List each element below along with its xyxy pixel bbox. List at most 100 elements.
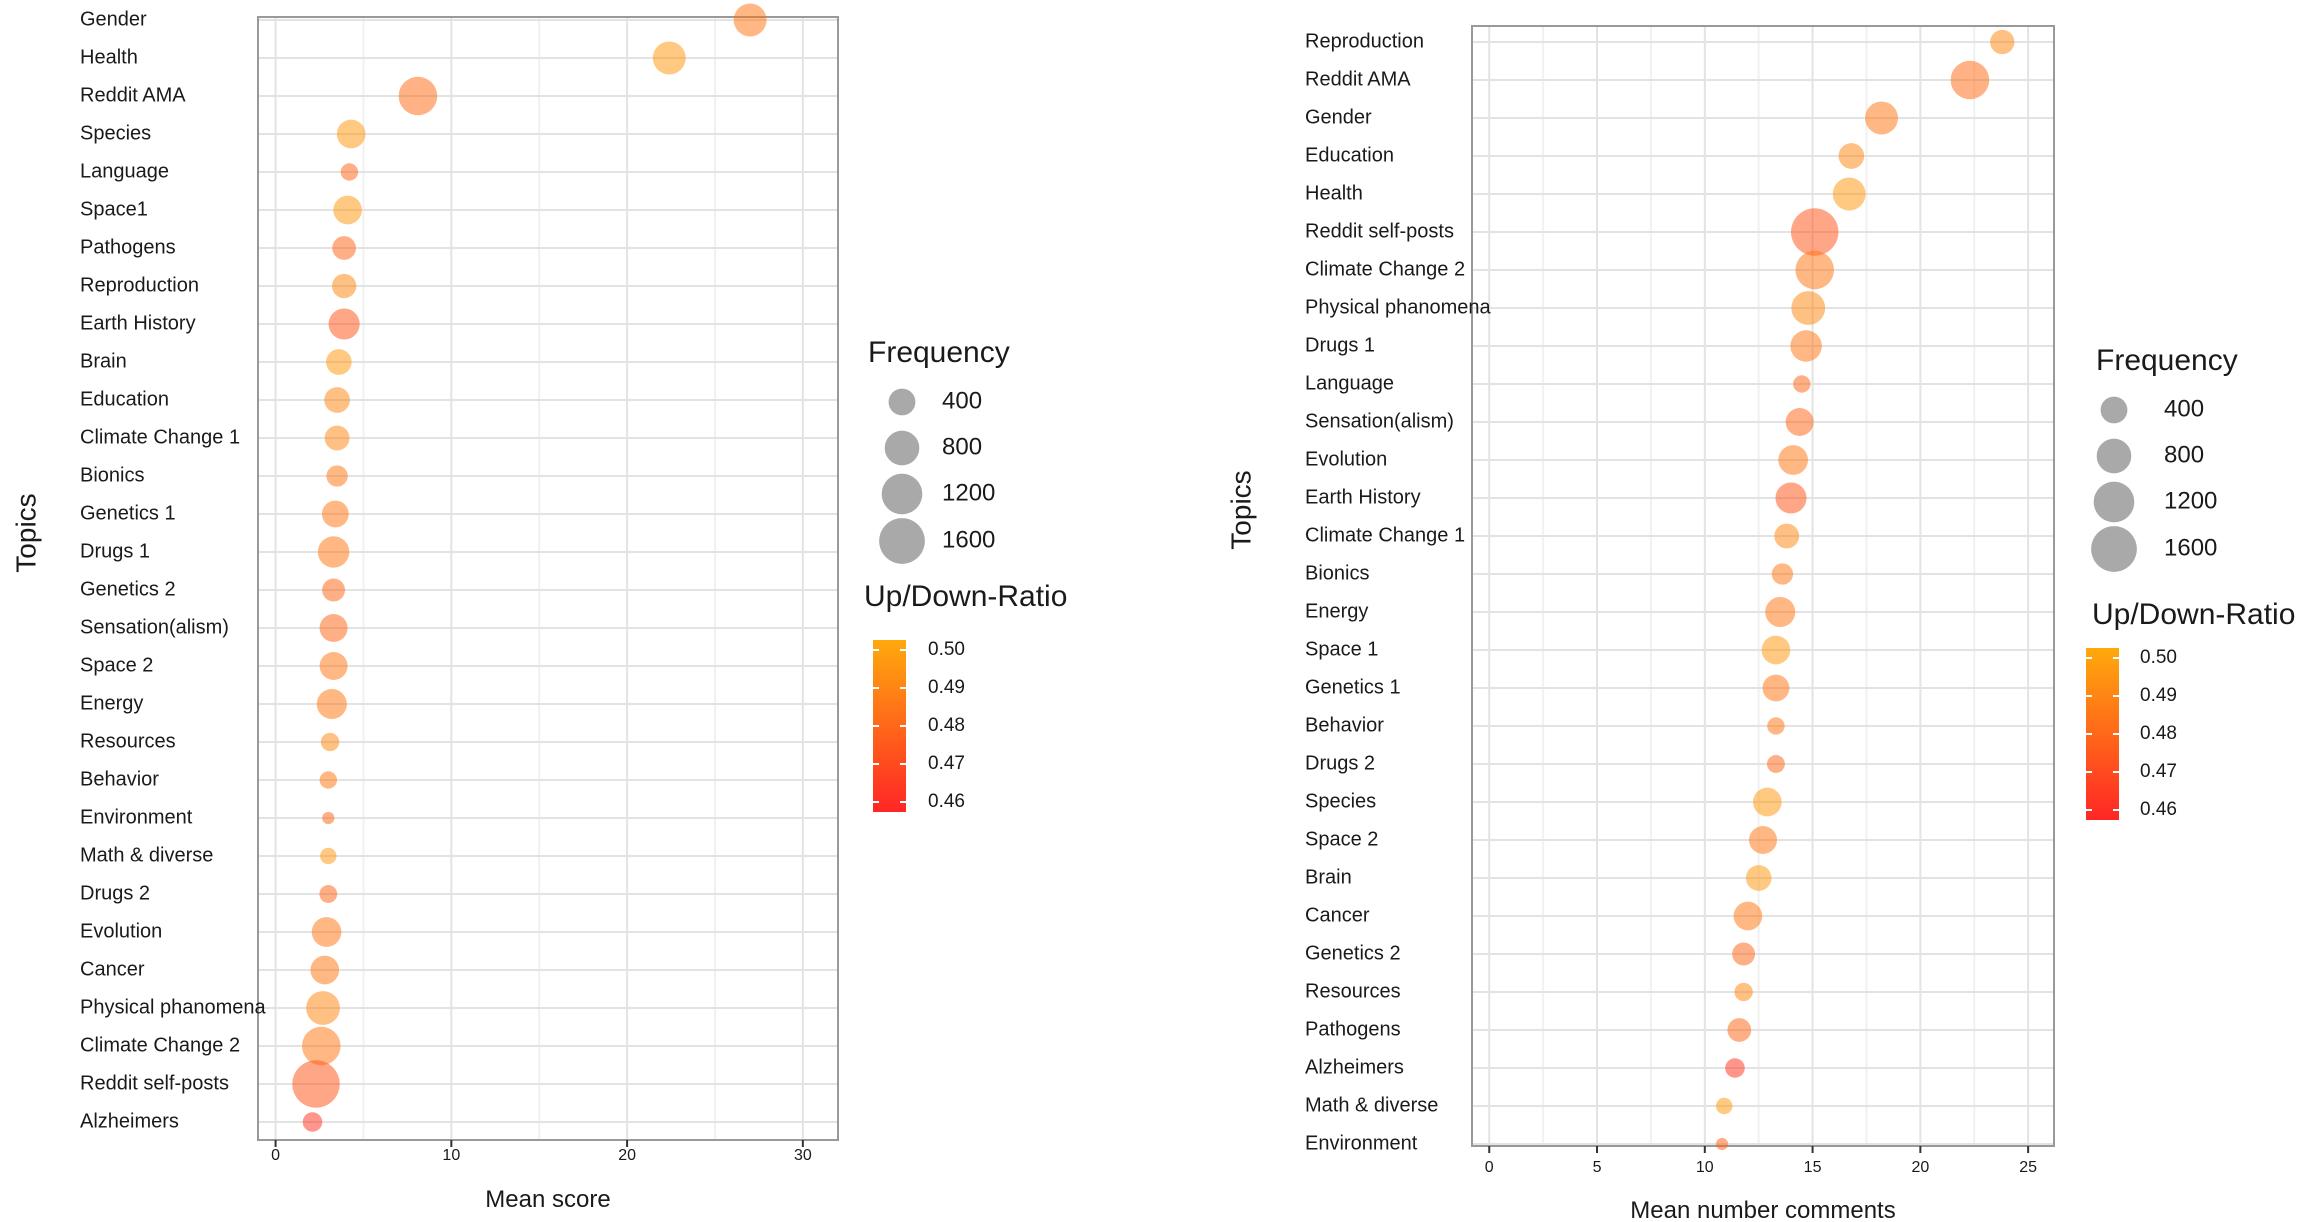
topic-label-reddit-self-posts: Reddit self-posts xyxy=(1305,220,1454,242)
data-point-gender xyxy=(1865,101,1899,135)
legend-colorbar-label: 0.49 xyxy=(928,677,965,698)
topic-label-resources: Resources xyxy=(80,730,176,752)
x-tick-label: 5 xyxy=(1593,1159,1602,1176)
topic-label-bionics: Bionics xyxy=(80,464,144,486)
plot-panel-border xyxy=(257,16,839,1141)
x-tick-label: 25 xyxy=(2019,1159,2037,1176)
x-tick-label: 20 xyxy=(1911,1159,1929,1176)
x-tick-label: 10 xyxy=(442,1147,460,1164)
legend-size-label: 800 xyxy=(942,433,982,460)
topic-label-drugs-2: Drugs 2 xyxy=(1305,752,1375,774)
x-tick-label: 20 xyxy=(618,1147,636,1164)
topic-label-behavior: Behavior xyxy=(80,768,159,790)
data-point-reddit-self-posts xyxy=(1791,208,1839,256)
data-point-drugs-2 xyxy=(319,885,338,903)
data-point-brain xyxy=(326,349,352,375)
data-point-environment xyxy=(1715,1137,1729,1151)
topic-label-earth-history: Earth History xyxy=(1305,486,1421,508)
topic-label-gender: Gender xyxy=(80,8,147,30)
topic-label-environment: Environment xyxy=(1305,1132,1418,1154)
legend-size-key-1200 xyxy=(881,473,923,515)
data-point-cancer xyxy=(1733,901,1763,931)
topic-label-evolution: Evolution xyxy=(80,920,162,942)
data-point-brain xyxy=(1745,865,1772,891)
topic-label-pathogens: Pathogens xyxy=(80,236,176,258)
legend-colorbar-label: 0.50 xyxy=(928,639,965,660)
data-point-bionics xyxy=(1771,563,1794,585)
data-point-reddit-self-posts xyxy=(292,1060,340,1108)
data-point-physical-phanomena xyxy=(306,991,340,1025)
legend-size-key-400 xyxy=(888,388,916,416)
data-point-education xyxy=(324,387,350,413)
topic-label-drugs-2: Drugs 2 xyxy=(80,882,150,904)
topic-label-space-2: Space 2 xyxy=(80,654,153,676)
data-point-reproduction xyxy=(331,273,357,299)
data-point-energy xyxy=(316,688,347,720)
data-point-alzheimers xyxy=(302,1112,323,1132)
topic-label-space1: Space1 xyxy=(80,198,148,220)
legend-colorbar-label: 0.49 xyxy=(2140,685,2177,706)
legend-size-title: Frequency xyxy=(868,336,1010,369)
topic-label-space-1: Space 1 xyxy=(1305,638,1378,660)
data-point-math-diverse xyxy=(320,847,337,865)
legend-colorbar-label: 0.48 xyxy=(2140,723,2177,744)
topic-label-climate-change-2: Climate Change 2 xyxy=(1305,258,1465,280)
data-point-math-diverse xyxy=(1715,1097,1733,1115)
legend-size-key-400 xyxy=(2100,396,2128,424)
topic-label-bionics: Bionics xyxy=(1305,562,1369,584)
legend-size-label: 1600 xyxy=(942,526,995,553)
topic-label-energy: Energy xyxy=(80,692,143,714)
topic-label-behavior: Behavior xyxy=(1305,714,1384,736)
topic-label-alzheimers: Alzheimers xyxy=(80,1110,179,1132)
legend-size-title: Frequency xyxy=(2096,344,2238,377)
topic-label-education: Education xyxy=(80,388,169,410)
topic-label-species: Species xyxy=(1305,790,1376,812)
legend-size-label: 800 xyxy=(2164,441,2204,468)
data-point-sensation-alism xyxy=(319,614,348,642)
legend-size-key-1600 xyxy=(2091,526,2137,572)
topic-label-climate-change-1: Climate Change 1 xyxy=(1305,524,1465,546)
topic-label-cancer: Cancer xyxy=(1305,904,1370,926)
data-point-space-1 xyxy=(1761,635,1791,665)
data-point-reddit-ama xyxy=(398,76,438,116)
data-point-genetics-2 xyxy=(1732,942,1756,966)
data-point-evolution xyxy=(1778,445,1809,475)
data-point-reproduction xyxy=(1990,29,2015,55)
topic-label-genetics-1: Genetics 1 xyxy=(80,502,176,524)
topic-label-alzheimers: Alzheimers xyxy=(1305,1056,1404,1078)
topic-label-environment: Environment xyxy=(80,806,193,828)
data-point-genetics-1 xyxy=(1762,674,1790,702)
x-tick-label: 0 xyxy=(271,1147,280,1164)
legend-size-label: 1200 xyxy=(942,479,995,506)
legend-color-title: Up/Down-Ratio xyxy=(2092,598,2295,631)
data-point-climate-change-1 xyxy=(1774,523,1800,549)
data-point-climate-change-2 xyxy=(301,1026,341,1066)
topic-label-physical-phanomena: Physical phanomena xyxy=(1305,296,1492,318)
topic-label-energy: Energy xyxy=(1305,600,1368,622)
topic-label-climate-change-1: Climate Change 1 xyxy=(80,426,240,448)
topic-label-species: Species xyxy=(80,122,151,144)
data-point-energy xyxy=(1765,596,1796,628)
topic-label-cancer: Cancer xyxy=(80,958,145,980)
x-tick-label: 30 xyxy=(794,1147,812,1164)
legend-size-label: 1600 xyxy=(2164,534,2217,561)
legend-size-key-800 xyxy=(884,430,920,466)
chart-panel-2: Reproduction Reddit AMA Gender Education Hea… xyxy=(1225,25,2055,1222)
data-point-environment xyxy=(322,811,335,825)
topic-label-reproduction: Reproduction xyxy=(1305,30,1424,52)
y-axis-title: Topics xyxy=(10,493,41,572)
legend-colorbar-label: 0.46 xyxy=(928,791,965,812)
legend-color-title: Up/Down-Ratio xyxy=(864,580,1067,613)
data-point-space-2 xyxy=(319,652,348,680)
topic-label-resources: Resources xyxy=(1305,980,1401,1002)
data-point-health xyxy=(652,41,686,75)
x-tick-label: 0 xyxy=(1485,1159,1494,1176)
data-point-language xyxy=(1793,375,1811,393)
x-axis-title: Mean number comments xyxy=(1630,1197,1895,1222)
data-point-education xyxy=(1838,143,1865,169)
topic-label-reddit-ama: Reddit AMA xyxy=(1305,68,1411,90)
data-point-space1 xyxy=(333,195,362,225)
data-point-earth-history xyxy=(1775,482,1807,514)
data-point-climate-change-2 xyxy=(1795,250,1835,290)
topic-label-sensation-alism: Sensation(alism) xyxy=(1305,410,1454,432)
